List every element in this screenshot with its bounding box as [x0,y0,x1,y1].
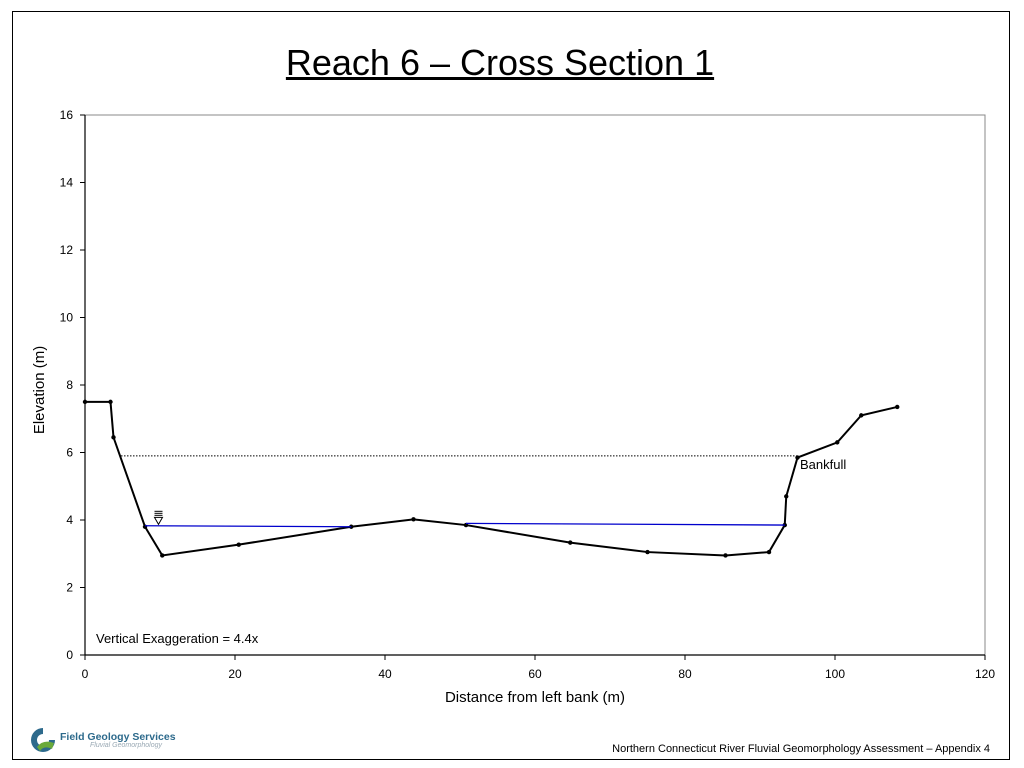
water-surface-icon-triangle [153,516,164,526]
water-surface-left-line [144,525,352,528]
y-tick-label: 6 [66,446,73,460]
axes: 0 20 40 60 80 100 120 0 2 4 6 8 10 12 14 16 [60,108,996,681]
x-axis-title: Distance from left bank (m) [445,689,625,706]
bankfull-label: Bankfull [800,457,846,472]
vertical-exaggeration-note: Vertical Exaggeration = 4.4x [96,631,259,646]
y-tick-label: 4 [66,513,73,527]
x-tick-label: 80 [678,667,692,681]
logo-tagline: Fluvial Geomorphology [90,742,162,749]
ground-point [784,494,789,499]
ground-point [82,399,88,405]
ground-point [766,549,772,555]
y-tick-label: 10 [60,311,74,325]
x-tick-label: 20 [228,667,242,681]
footer-text: Northern Connecticut River Fluvial Geomo… [612,743,990,755]
logo-name: Field Geology Services [60,731,176,743]
x-tick-label: 120 [975,667,995,681]
water-surface-icon [153,510,164,526]
ground-point [411,517,416,522]
x-tick-label: 40 [378,667,392,681]
y-tick-label: 2 [66,581,73,595]
ground-point [111,435,116,440]
x-tick-label: 0 [82,667,89,681]
logo-swirl-icon [31,728,55,752]
y-axis-title: Elevation (m) [31,346,48,434]
slide-title: Reach 6 – Cross Section 1 [285,42,715,83]
x-tick-label: 60 [528,667,542,681]
ground-point [108,399,113,405]
ground-point [236,542,241,547]
ground-point [859,413,864,418]
chart-marks [82,399,900,558]
y-tick-label: 8 [66,378,73,392]
ground-point [723,553,728,558]
y-tick-label: 14 [60,176,74,190]
ground-point [645,549,650,555]
ground-point [795,455,800,460]
ground-point [895,404,900,410]
field-geology-logo: Field Geology Services Fluvial Geomorpho… [28,725,178,755]
y-tick-label: 0 [66,648,73,662]
y-tick-label: 12 [60,243,74,257]
x-tick-label: 100 [825,667,845,681]
slide-frame [12,11,1010,760]
ground-point [568,540,573,545]
ground-point [160,553,165,558]
water-surface-right-line [465,522,785,526]
ground-point [835,440,840,445]
plot-area [84,114,986,656]
y-tick-label: 16 [60,108,74,122]
